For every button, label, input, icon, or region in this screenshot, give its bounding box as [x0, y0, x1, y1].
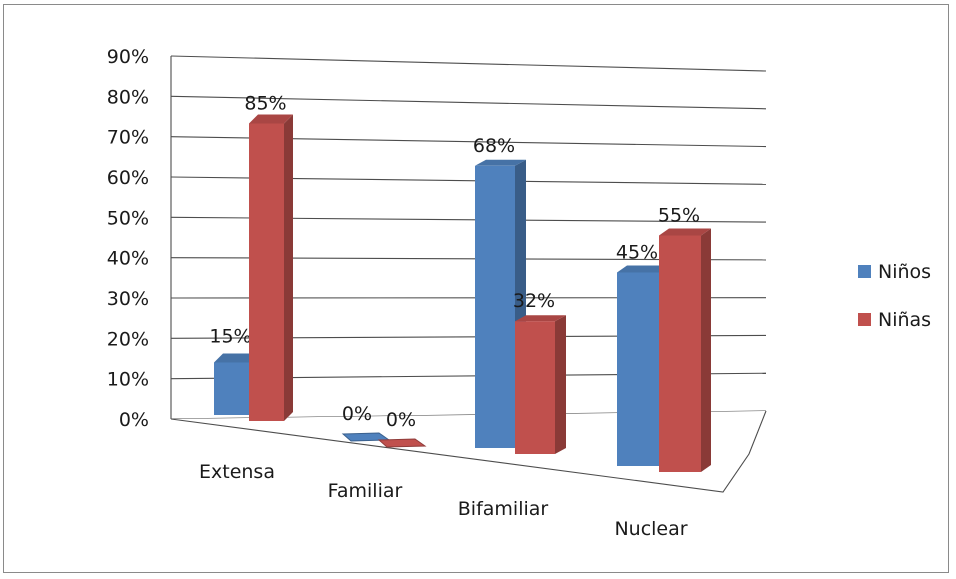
data-label: 0% [342, 403, 372, 425]
y-tick-label: 20% [107, 328, 149, 350]
bar [617, 272, 659, 466]
y-tick-label: 30% [107, 288, 149, 310]
chart-svg: 0% 10% 20% 30% 40% 50% 60% 70% 80% 90% 15% 85% Exten… [107, 46, 931, 540]
y-tick-label: 50% [107, 207, 149, 229]
y-tick-label: 90% [107, 46, 149, 68]
y-tick-label: 40% [107, 248, 149, 270]
bar-side [701, 228, 711, 472]
x-category-label: Extensa [199, 461, 275, 483]
gridline [170, 95, 767, 110]
floor-edge [170, 410, 767, 493]
data-label: 0% [386, 409, 416, 431]
data-label: 45% [616, 242, 658, 264]
bar-top [617, 265, 669, 273]
chart-frame: 0% 10% 20% 30% 40% 50% 60% 70% 80% 90% 15% 85% Exten… [3, 4, 949, 573]
bar-top [515, 315, 566, 322]
gridline [170, 55, 767, 72]
bar [659, 235, 701, 472]
x-category-label: Bifamiliar [458, 498, 549, 520]
y-tick-label: 10% [107, 369, 149, 391]
bar-side [555, 315, 566, 454]
data-label: 68% [473, 135, 515, 157]
data-label: 15% [209, 326, 251, 348]
data-label: 55% [658, 205, 700, 227]
y-tick-label: 0% [119, 409, 149, 431]
y-tick-label: 80% [107, 86, 149, 108]
bar-top [475, 159, 526, 166]
bar-side [284, 114, 293, 421]
x-category-label: Familiar [328, 480, 403, 502]
data-label: 32% [513, 290, 555, 312]
legend-swatch [858, 313, 871, 326]
legend-label: Niños [878, 261, 931, 283]
y-tick-label: 70% [107, 127, 149, 149]
bar-top [249, 114, 293, 124]
bar [475, 165, 515, 449]
y-tick-label: 60% [107, 167, 149, 189]
bar-1-flat [377, 438, 427, 448]
legend-swatch [858, 265, 871, 278]
bar-top [659, 228, 711, 236]
legend-label: Niñas [878, 309, 931, 331]
bar [515, 321, 555, 454]
data-label: 85% [244, 93, 286, 115]
bar [214, 362, 249, 415]
x-category-label: Nuclear [614, 518, 687, 540]
bar [249, 123, 284, 421]
bar-top [214, 353, 258, 363]
